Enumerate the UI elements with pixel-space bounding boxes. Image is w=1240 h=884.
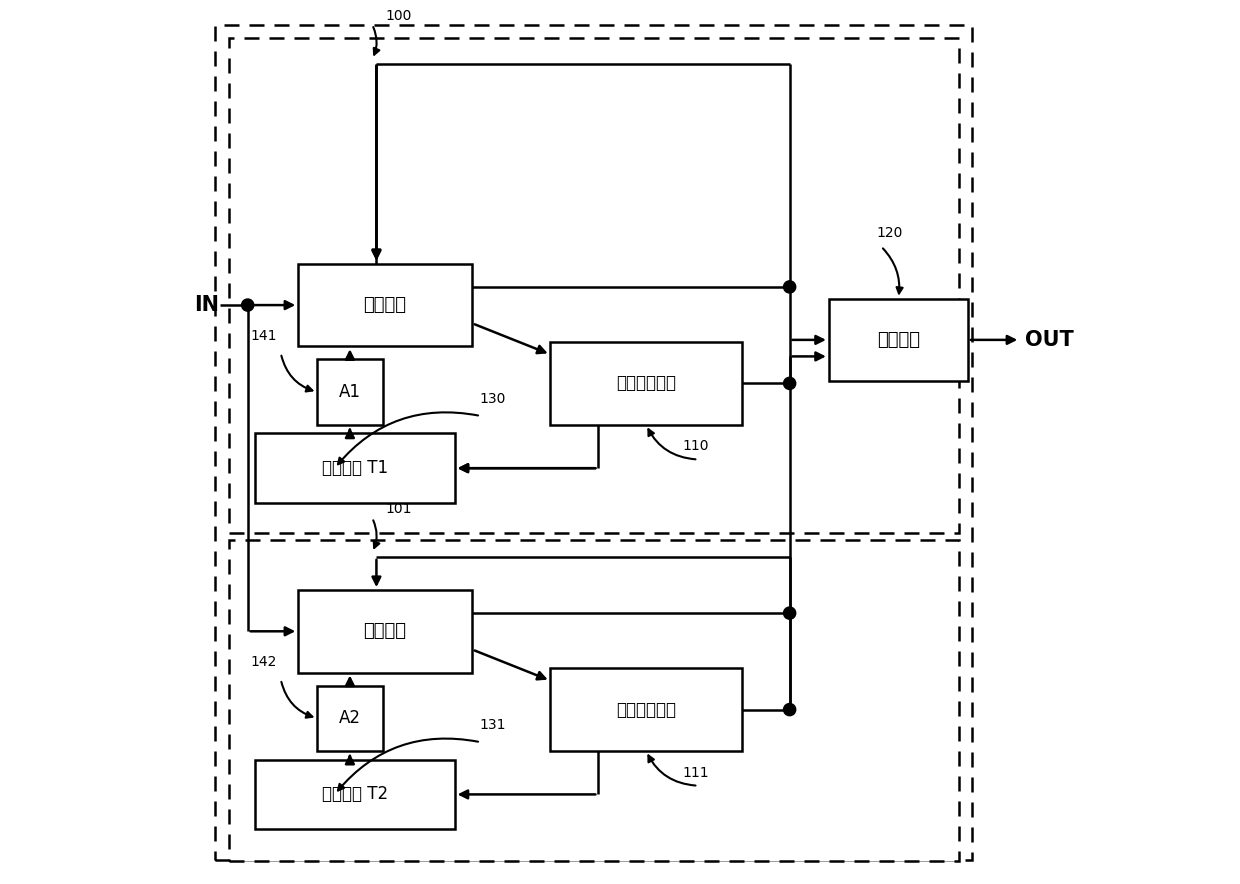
Bar <box>551 668 742 751</box>
Text: 叠加电路: 叠加电路 <box>363 622 407 640</box>
Text: 130: 130 <box>479 392 506 406</box>
Text: 142: 142 <box>250 655 277 669</box>
Text: 111: 111 <box>683 766 709 780</box>
Bar <box>828 299 968 381</box>
Bar <box>228 38 960 533</box>
Bar <box>551 342 742 424</box>
Bar <box>228 539 960 861</box>
Circle shape <box>784 377 796 390</box>
Text: 131: 131 <box>479 718 506 732</box>
Bar <box>298 590 472 673</box>
Bar <box>216 25 972 859</box>
Bar <box>298 263 472 347</box>
Text: 100: 100 <box>386 9 412 23</box>
Text: OUT: OUT <box>1024 330 1074 350</box>
Bar <box>254 433 455 503</box>
Text: IN: IN <box>193 295 218 315</box>
Text: 量化处理电路: 量化处理电路 <box>616 701 676 719</box>
Bar <box>317 686 382 751</box>
Text: 141: 141 <box>250 329 277 342</box>
Text: 低通滤波: 低通滤波 <box>877 331 920 349</box>
Text: 叠加电路: 叠加电路 <box>363 296 407 314</box>
Text: 120: 120 <box>877 226 903 240</box>
Bar <box>254 759 455 829</box>
Circle shape <box>784 607 796 619</box>
Circle shape <box>784 704 796 716</box>
Text: 量化处理电路: 量化处理电路 <box>616 375 676 392</box>
Circle shape <box>242 299 254 311</box>
Text: 延时电路 T2: 延时电路 T2 <box>321 785 388 804</box>
Text: 110: 110 <box>683 439 709 453</box>
Bar <box>317 360 382 424</box>
Circle shape <box>784 281 796 293</box>
Text: A2: A2 <box>339 709 361 728</box>
Text: 延时电路 T1: 延时电路 T1 <box>321 459 388 477</box>
Text: 101: 101 <box>386 502 412 516</box>
Text: A1: A1 <box>339 383 361 401</box>
